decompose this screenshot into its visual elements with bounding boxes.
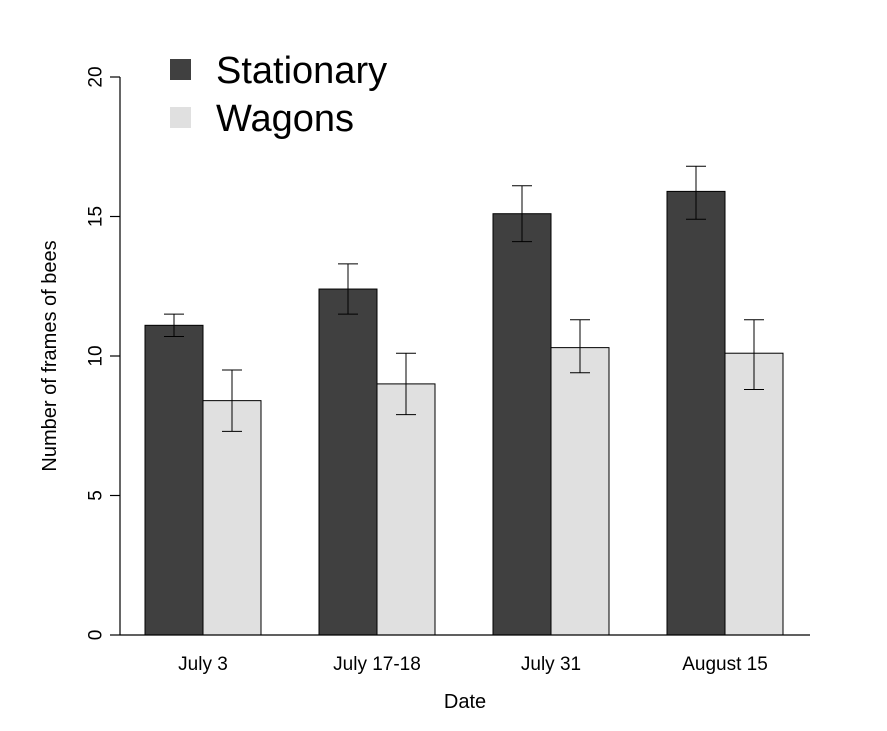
error-bars-layer — [164, 165, 764, 432]
bar-stationary-0 — [144, 324, 204, 636]
x-tick-labels: July 3 July 17-18 July 31 August 15 — [178, 654, 768, 675]
x-axis-title: Date — [444, 691, 486, 713]
bar-stationary-1 — [318, 288, 378, 636]
legend-swatch — [170, 107, 191, 128]
error-bar-wagons-3 — [744, 319, 764, 390]
bars-layer — [144, 190, 784, 636]
y-tick-label: 0 — [86, 630, 107, 641]
y-tick-label: 15 — [86, 206, 107, 227]
bar-wagons-2 — [550, 347, 610, 636]
bar-wagons-0 — [202, 400, 262, 636]
y-tick-label: 20 — [86, 66, 107, 87]
bar-stationary-2 — [492, 213, 552, 636]
legend: Stationary Wagons — [170, 50, 387, 140]
y-ticks: 0 5 10 15 20 — [86, 66, 120, 641]
bar-wagons-3 — [724, 352, 784, 636]
x-tick-label: July 31 — [521, 654, 581, 675]
y-tick-label: 5 — [86, 490, 107, 501]
error-bar-stationary-1 — [338, 263, 358, 315]
x-tick-label: July 17-18 — [333, 654, 421, 675]
legend-label: Wagons — [216, 98, 354, 140]
error-bar-stationary-0 — [164, 313, 184, 337]
legend-item-wagons: Wagons — [170, 98, 354, 140]
error-bar-wagons-1 — [396, 352, 416, 416]
x-tick-label: July 3 — [178, 654, 228, 675]
bar-wagons-1 — [376, 383, 436, 636]
legend-label: Stationary — [216, 50, 387, 92]
bar-stationary-3 — [666, 190, 726, 636]
y-tick-label: 10 — [86, 345, 107, 366]
x-tick-label: August 15 — [682, 654, 768, 675]
error-bar-stationary-2 — [512, 185, 532, 243]
legend-swatch — [170, 59, 191, 80]
error-bar-wagons-0 — [222, 369, 242, 432]
error-bar-stationary-3 — [686, 165, 706, 220]
error-bar-wagons-2 — [570, 319, 590, 374]
legend-item-stationary: Stationary — [170, 50, 387, 92]
y-axis-title: Number of frames of bees — [39, 240, 61, 471]
